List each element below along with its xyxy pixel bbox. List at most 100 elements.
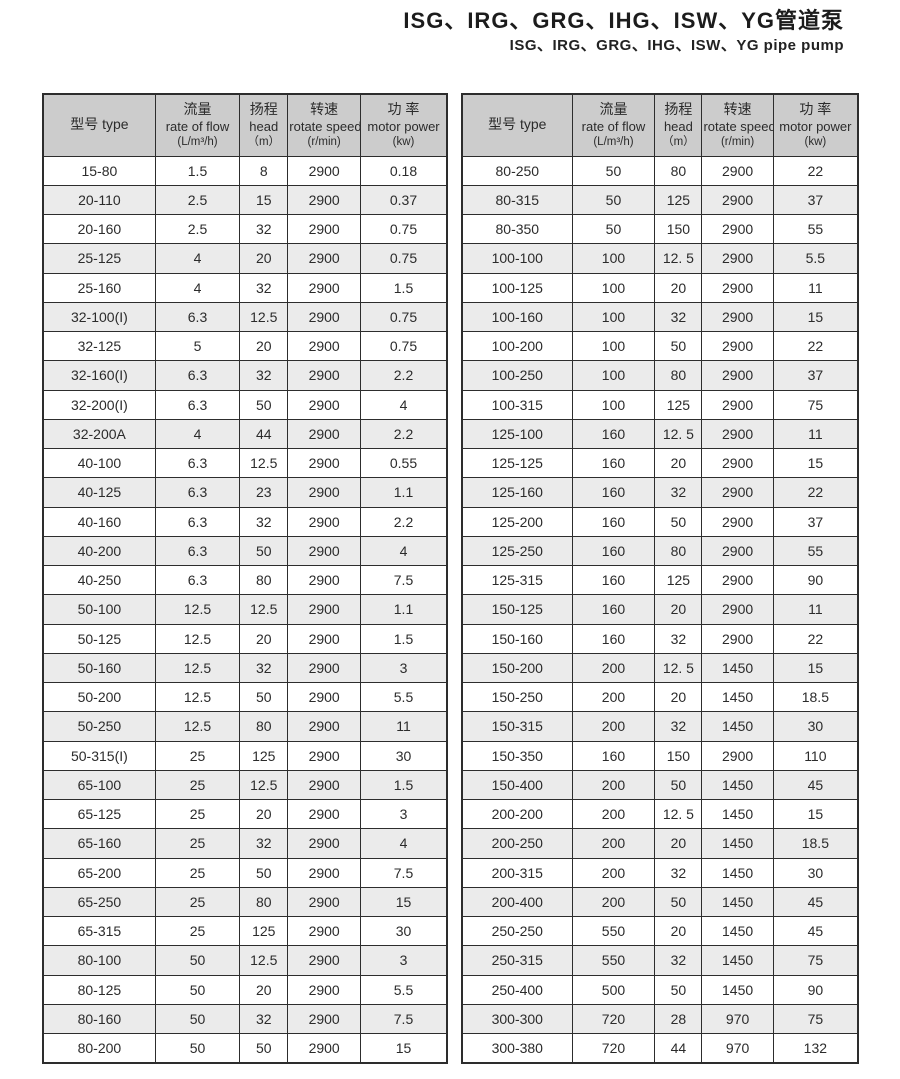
cell-speed: 970	[701, 1032, 774, 1064]
cell-speed: 2900	[701, 477, 774, 508]
table-row: 250-315 550 32 1450 75	[461, 945, 859, 976]
cell-head: 32	[239, 360, 289, 391]
cell-power: 2.2	[360, 506, 448, 537]
cell-power: 132	[772, 1032, 859, 1064]
header-head: 扬程 head （m）	[239, 93, 289, 157]
cell-flow: 100	[571, 360, 656, 391]
table-row: 100-315 100 125 2900 75	[461, 389, 859, 420]
cell-speed: 2900	[287, 1032, 361, 1064]
cell-power: 15	[772, 447, 859, 479]
cell-type: 80-100	[42, 945, 156, 976]
header-type: 型号 type	[461, 93, 573, 157]
cell-power: 3	[360, 945, 448, 976]
cell-head: 32	[654, 945, 703, 976]
cell-power: 2.2	[360, 360, 448, 391]
cell-power: 1.5	[360, 769, 448, 801]
table-row: 80-315 50 125 2900 37	[461, 184, 859, 216]
cell-power: 55	[772, 535, 859, 567]
cell-type: 50-100	[42, 594, 156, 625]
cell-power: 0.75	[360, 243, 448, 274]
cell-power: 22	[772, 330, 859, 362]
cell-speed: 2900	[287, 769, 361, 801]
cell-speed: 1450	[701, 886, 774, 918]
table-row: 125-125 160 20 2900 15	[461, 447, 859, 479]
cell-power: 1.5	[360, 272, 448, 303]
cell-type: 50-315(I)	[42, 740, 156, 771]
cell-power: 11	[772, 418, 859, 450]
cell-speed: 1450	[701, 828, 774, 859]
cell-speed: 2900	[287, 828, 361, 859]
page-title-block: ISG、IRG、GRG、IHG、ISW、YG管道泵 ISG、IRG、GRG、IH…	[403, 7, 844, 55]
cell-flow: 5	[154, 330, 241, 362]
table-row: 65-100 25 12.5 2900 1.5	[42, 769, 448, 801]
pump-spec-table-right: 型号 type 流量 rate of flow (L/m³/h) 扬程 head…	[461, 93, 859, 1064]
cell-flow: 500	[571, 974, 656, 1005]
cell-type: 80-315	[461, 184, 573, 216]
table-row: 100-250 100 80 2900 37	[461, 360, 859, 391]
cell-power: 110	[772, 740, 859, 771]
table-row: 300-300 720 28 970 75	[461, 1003, 859, 1035]
cell-flow: 4	[154, 418, 241, 450]
cell-flow: 200	[571, 886, 656, 918]
header-type: 型号 type	[42, 93, 156, 157]
cell-type: 125-100	[461, 418, 573, 450]
cell-type: 100-160	[461, 301, 573, 333]
cell-head: 80	[654, 155, 703, 186]
cell-power: 0.75	[360, 213, 448, 245]
cell-head: 50	[654, 506, 703, 537]
table-row: 40-125 6.3 23 2900 1.1	[42, 477, 448, 508]
table-row: 50-100 12.5 12.5 2900 1.1	[42, 594, 448, 625]
cell-speed: 970	[701, 1003, 774, 1035]
table-row: 125-250 160 80 2900 55	[461, 535, 859, 567]
cell-speed: 2900	[287, 945, 361, 976]
cell-flow: 200	[571, 857, 656, 888]
cell-head: 12. 5	[654, 652, 703, 684]
cell-head: 80	[654, 535, 703, 567]
cell-type: 80-125	[42, 974, 156, 1005]
cell-type: 32-125	[42, 330, 156, 362]
table-row: 150-315 200 32 1450 30	[461, 711, 859, 742]
cell-type: 65-250	[42, 886, 156, 918]
cell-flow: 100	[571, 243, 656, 274]
cell-flow: 4	[154, 243, 241, 274]
pump-spec-table-left: 型号 type 流量 rate of flow (L/m³/h) 扬程 head…	[42, 93, 448, 1064]
cell-speed: 1450	[701, 915, 774, 947]
cell-head: 12.5	[239, 594, 289, 625]
table-row: 80-160 50 32 2900 7.5	[42, 1003, 448, 1035]
cell-head: 12.5	[239, 301, 289, 333]
cell-head: 20	[654, 272, 703, 303]
cell-speed: 2900	[287, 798, 361, 830]
cell-power: 75	[772, 389, 859, 420]
cell-head: 50	[654, 330, 703, 362]
cell-speed: 2900	[287, 681, 361, 713]
cell-type: 50-200	[42, 681, 156, 713]
cell-flow: 50	[154, 974, 241, 1005]
table-row: 80-200 50 50 2900 15	[42, 1032, 448, 1064]
cell-speed: 2900	[287, 477, 361, 508]
cell-type: 200-400	[461, 886, 573, 918]
cell-speed: 2900	[701, 360, 774, 391]
header-speed: 转速 rotate speed (r/min)	[701, 93, 774, 157]
cell-speed: 2900	[287, 623, 361, 654]
cell-flow: 6.3	[154, 477, 241, 508]
table-row: 150-350 160 150 2900 110	[461, 740, 859, 771]
cell-power: 18.5	[772, 828, 859, 859]
cell-speed: 2900	[701, 272, 774, 303]
cell-speed: 2900	[287, 155, 361, 186]
page-title-zh: ISG、IRG、GRG、IHG、ISW、YG管道泵	[403, 8, 844, 33]
cell-type: 40-250	[42, 564, 156, 596]
cell-speed: 2900	[287, 1003, 361, 1035]
cell-power: 55	[772, 213, 859, 245]
cell-head: 15	[239, 184, 289, 216]
table-row: 25-160 4 32 2900 1.5	[42, 272, 448, 303]
cell-power: 11	[360, 711, 448, 742]
cell-power: 18.5	[772, 681, 859, 713]
table-row: 25-125 4 20 2900 0.75	[42, 243, 448, 274]
table-body-right: 80-250 50 80 2900 22 80-315 50 125 2900 37 80-350 5…	[461, 155, 859, 1064]
table-row: 150-400 200 50 1450 45	[461, 769, 859, 801]
cell-speed: 2900	[701, 155, 774, 186]
table-row: 200-200 200 12. 5 1450 15	[461, 798, 859, 830]
table-row: 200-315 200 32 1450 30	[461, 857, 859, 888]
cell-head: 80	[239, 711, 289, 742]
cell-type: 20-110	[42, 184, 156, 216]
